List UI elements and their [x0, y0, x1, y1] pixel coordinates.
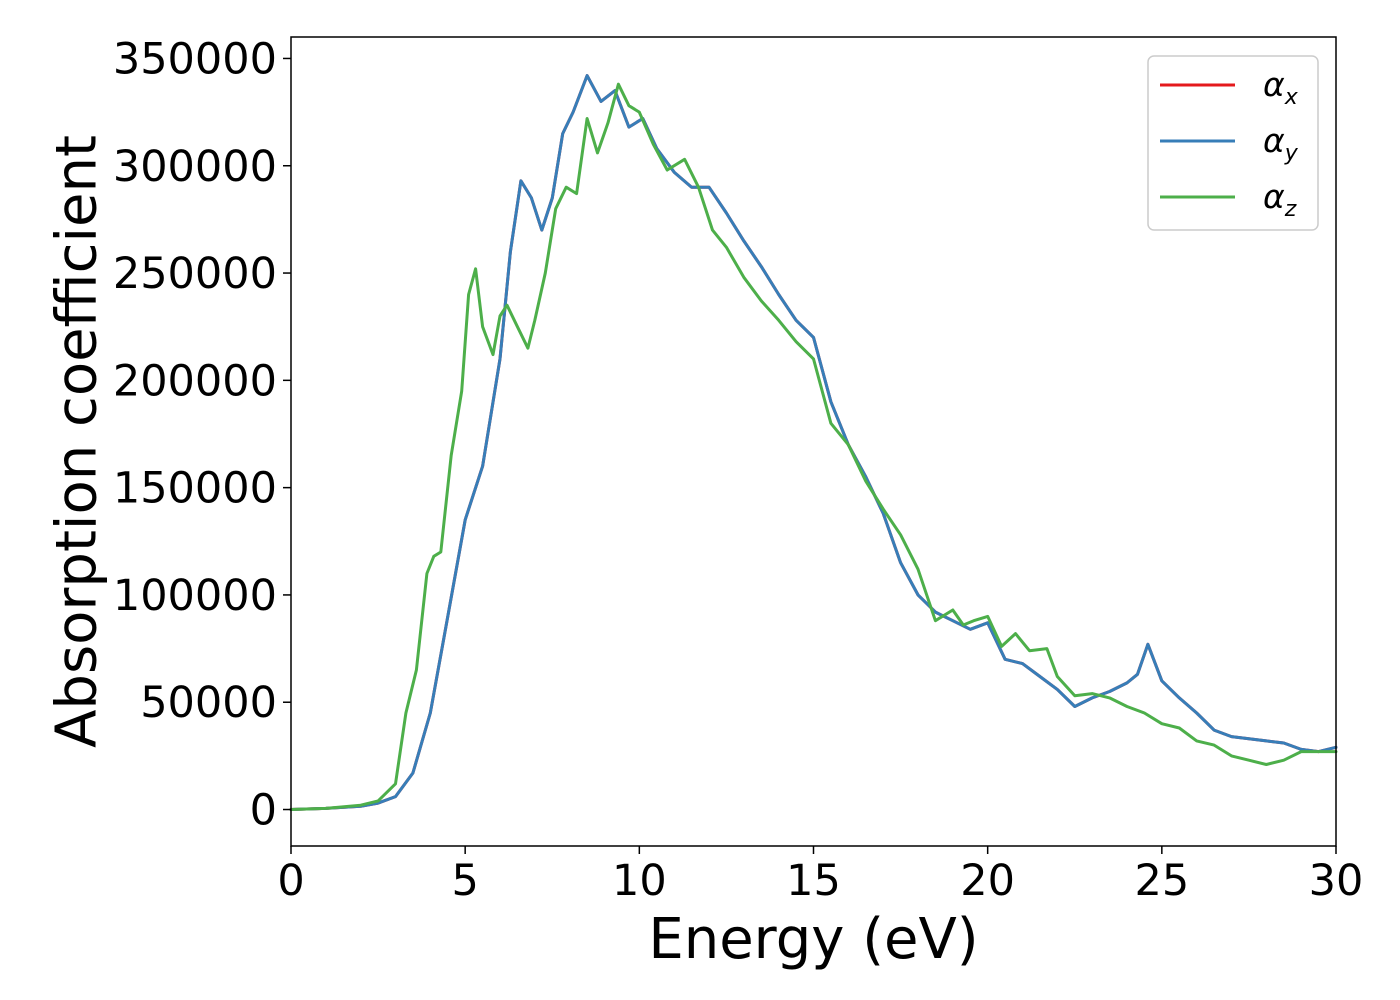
series-layer — [289, 74, 1338, 811]
x-tick-label: 0 — [277, 856, 304, 906]
y-tick-label: 300000 — [113, 142, 277, 192]
legend-box — [1147, 55, 1319, 231]
y-tick-label: 100000 — [113, 571, 277, 621]
x-tick-label: 10 — [612, 856, 667, 906]
series-line-z — [289, 82, 1338, 811]
x-tick-label: 15 — [786, 856, 841, 906]
ticks-layer: 0 5 10 15 20 25 30 0 50000 100000 150000 200000 2500… — [113, 34, 1364, 906]
y-tick-label: 50000 — [140, 678, 277, 728]
y-tick-label: 0 — [250, 786, 277, 836]
x-tick-label: 30 — [1309, 856, 1364, 906]
legend-label-y: αy — [1263, 121, 1299, 166]
y-axis-label: Absorption coefficient — [45, 135, 110, 748]
y-tick-label: 150000 — [113, 464, 277, 514]
x-tick-label: 20 — [960, 856, 1015, 906]
legend-label-x: αx — [1263, 65, 1299, 110]
x-axis-label: Energy (eV) — [648, 907, 978, 972]
y-tick-label: 200000 — [113, 356, 277, 406]
y-tick-label: 350000 — [113, 34, 277, 84]
y-tick-label: 250000 — [113, 249, 277, 299]
x-tick-label: 25 — [1134, 856, 1189, 906]
x-tick-label: 5 — [451, 856, 478, 906]
